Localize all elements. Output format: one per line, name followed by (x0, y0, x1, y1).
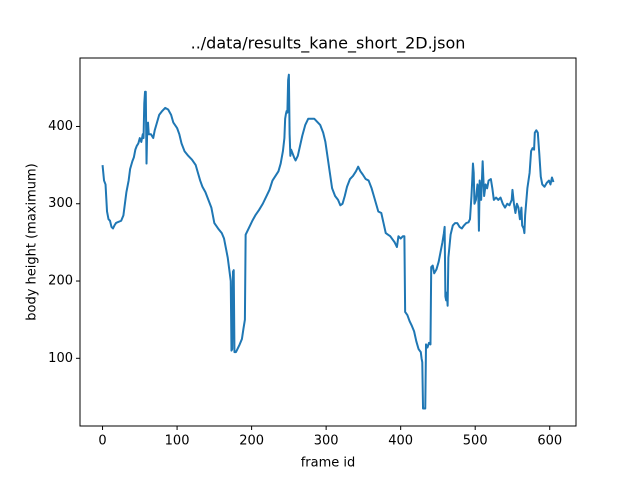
plot-frame (79, 57, 577, 427)
y-axis-label: body height (maximum) (25, 163, 40, 321)
data-line (101, 73, 555, 410)
x-tick-label: 200 (239, 434, 264, 449)
x-tick-label: 100 (165, 434, 190, 449)
y-tick-label: 200 (48, 274, 73, 289)
y-tick-label: 100 (48, 351, 73, 366)
x-tick-label: 600 (537, 434, 562, 449)
x-tick-label: 0 (98, 434, 106, 449)
y-tick-label: 300 (48, 196, 73, 211)
x-axis-label: frame id (301, 456, 356, 471)
x-tick-label: 500 (463, 434, 488, 449)
chart-title: ../data/results_kane_short_2D.json (191, 34, 466, 54)
y-tick-label: 400 (48, 119, 73, 134)
x-tick-label: 300 (314, 434, 339, 449)
x-tick-label: 400 (388, 434, 413, 449)
